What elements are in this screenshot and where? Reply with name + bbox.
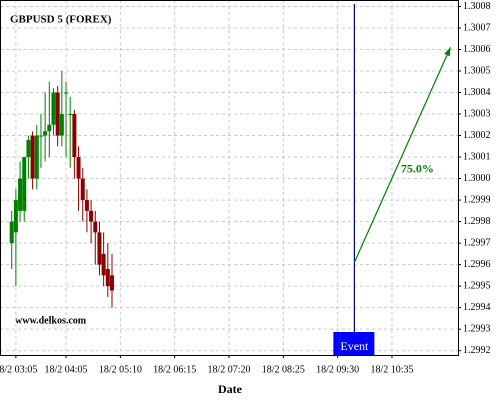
candle-body [84,200,89,211]
y-tick-label: 1.2993 [463,323,491,334]
x-tick-label: 18/2 06:15 [153,364,196,375]
y-tick-label: 1.2997 [463,237,491,248]
y-tick-label: 1.3004 [463,87,491,98]
y-tick-label: 1.2994 [463,302,491,313]
y-tick-label: 1.2996 [463,259,491,270]
arrow-head [444,47,451,57]
candle-body [101,253,106,276]
x-tick-label: 18/2 08:25 [262,364,305,375]
y-tick-label: 1.3005 [463,65,491,76]
candle-body [109,275,114,291]
y-tick-label: 1.3008 [463,1,491,12]
x-tick-label: 18/2 03:05 [0,364,37,375]
y-tick-label: 1.3001 [463,151,491,162]
y-tick-label: 1.2998 [463,216,491,227]
candle-body [89,210,94,222]
y-tick-label: 1.2992 [463,345,491,356]
y-tick-label: 1.3007 [463,22,491,33]
candle-body [80,178,85,201]
forecast-arrow [353,47,452,263]
y-tick-label: 1.3003 [463,108,491,119]
candle-body [13,200,18,233]
candle-body [18,178,23,211]
candle-body [76,157,81,179]
x-tick-label: 18/2 05:10 [99,364,142,375]
x-tick-label: 18/2 04:05 [44,364,87,375]
y-tick-label: 1.3000 [463,173,491,184]
y-tick-label: 1.2999 [463,194,491,205]
candle-body [51,92,56,125]
event-box [333,332,375,355]
candle-body [97,232,102,265]
forecast-label: 75.0% [401,162,434,176]
chart-title: GBPUSD 5 (FOREX) [10,14,112,26]
candle-body [43,131,48,136]
watermark: www.delkos.com [15,315,87,326]
x-tick-label: 18/2 10:35 [370,364,413,375]
candle-body [64,92,69,94]
x-axis-label: Date [218,382,243,396]
candle-body [47,124,52,132]
x-tick-label: 18/2 07:20 [207,364,250,375]
candle-body [30,135,35,179]
candle-body [68,114,73,116]
candle-body [72,114,77,158]
x-tick-label: 18/2 09:30 [316,364,359,375]
candle-body [59,114,64,136]
candle-body [55,92,60,136]
y-tick-label: 1.3006 [463,44,491,55]
candle-body [9,221,14,244]
candle-body [26,139,31,158]
y-tick-label: 1.2995 [463,280,491,291]
y-tick-label: 1.3002 [463,130,491,141]
event-label: Event [340,339,369,353]
plot-frame [0,0,459,356]
candle-body [93,221,98,233]
candle-body [34,135,39,179]
candle-body [38,135,43,137]
candle-body [105,268,110,287]
candle-body [22,157,27,211]
